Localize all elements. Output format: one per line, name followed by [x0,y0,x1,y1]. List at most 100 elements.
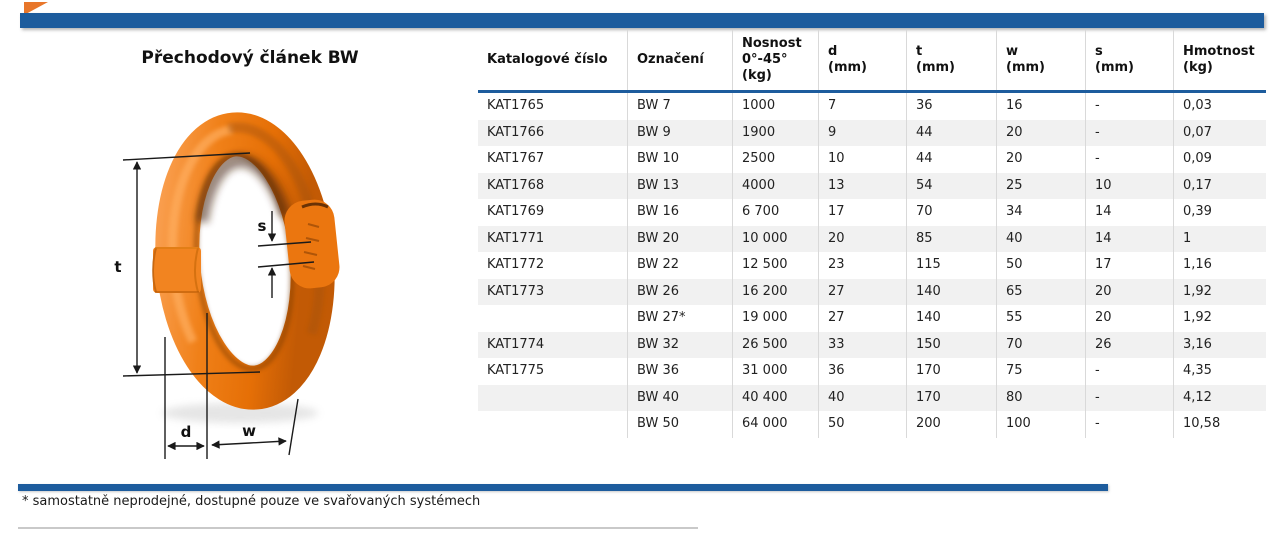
table-cell: 1900 [732,119,818,146]
table-cell: BW 22 [627,252,732,279]
table-cell: 50 [818,411,906,438]
table-cell: 10 [818,146,906,173]
table-cell: 34 [996,199,1085,226]
table-cell: BW 13 [627,172,732,199]
table-cell: BW 20 [627,225,732,252]
col-header-nosnost: Nosnost 0°-45° (kg) [732,30,818,90]
col-header-oznaceni: Označení [627,30,732,90]
table-cell: 20 [1085,278,1173,305]
table-cell: - [1085,119,1173,146]
col-header-d: d (mm) [818,30,906,90]
table-cell: 44 [906,119,996,146]
table-cell: 1000 [732,93,818,120]
inner-shadow [195,154,293,223]
table-cell: 70 [906,199,996,226]
table-cell: 16 [996,93,1085,120]
table-cell: 0,09 [1173,146,1266,173]
table-cell: 1,92 [1173,278,1266,305]
table-cell: KAT1774 [487,336,545,352]
table-cell: 44 [906,146,996,173]
table-cell: 20 [996,119,1085,146]
table-row: KAT1774 BW 32 26 500 33 150 70 26 3,16 [478,331,1266,358]
table-cell: KAT1772 [487,257,545,272]
table-cell: 4,35 [1173,358,1266,385]
table-cell: 7 [818,93,906,120]
table-cell: 26 500 [732,331,818,358]
dim-label-t: t [114,258,121,276]
table-cell: 0,07 [1173,119,1266,146]
col-header-s: s (mm) [1085,30,1173,90]
table-cell: BW 27* [627,305,732,332]
table-cell [478,411,627,438]
table-cell: 40 [818,384,906,411]
table-cell: 1,16 [1173,252,1266,279]
col-header-katalog: Katalogové číslo [487,51,608,67]
col-header-t: t (mm) [906,30,996,90]
table-cell: 17 [818,199,906,226]
table-cell: 20 [996,146,1085,173]
table-cell: 27 [818,278,906,305]
table-cell: 4000 [732,172,818,199]
table-cell: 20 [818,225,906,252]
table-cell: - [1085,411,1173,438]
table-cell: 50 [996,252,1085,279]
table-cell: 10 [1085,172,1173,199]
table-cell: 36 [818,358,906,385]
table-cell: 3,16 [1173,331,1266,358]
dim-label-w: w [242,422,256,440]
table-cell: KAT1769 [487,204,545,219]
table-cell: 4,12 [1173,384,1266,411]
marking-boss [284,199,340,289]
table-cell: 12 500 [732,252,818,279]
table-cell: 14 [1085,199,1173,226]
table-cell: 17 [1085,252,1173,279]
table-cell: 150 [906,331,996,358]
table-row: BW 40 40 400 40 170 80 - 4,12 [478,384,1266,411]
table-cell: 26 [1085,331,1173,358]
table-cell: 6 700 [732,199,818,226]
table-cell: KAT1775 [487,363,545,378]
table-row: KAT1767 BW 10 2500 10 44 20 - 0,09 [478,146,1266,173]
table-cell: 23 [818,252,906,279]
table-cell: 2500 [732,146,818,173]
table-cell: 27 [818,305,906,332]
table-cell: 70 [996,331,1085,358]
table-cell: - [1085,358,1173,385]
table-cell: 100 [996,411,1085,438]
table-cell: 13 [818,172,906,199]
table-cell: KAT1767 [487,151,545,166]
table-cell: 115 [906,252,996,279]
table-cell: KAT1771 [487,230,545,246]
header-rule [478,90,1266,93]
table-cell: 20 [1085,305,1173,332]
table-cell [478,305,627,332]
table-cell: BW 32 [627,331,732,358]
table-cell: BW 36 [627,358,732,385]
product-drawing: t s d w [90,110,430,470]
table-cell: - [1085,146,1173,173]
table-cell: 40 400 [732,384,818,411]
table-cell: 75 [996,358,1085,385]
dim-label-s: s [258,217,267,235]
table-cell: 55 [996,305,1085,332]
table-cell: 10 000 [732,225,818,252]
table-cell: 0,03 [1173,93,1266,120]
table-cell: 33 [818,331,906,358]
corner-accent-triangle [24,2,48,15]
table-cell: 170 [906,384,996,411]
table-cell: 65 [996,278,1085,305]
table-cell: 14 [1085,225,1173,252]
table-cell: KAT1768 [487,177,545,193]
spec-table: Katalogové číslo Označení Nosnost 0°-45°… [478,30,1266,438]
table-cell: KAT1766 [487,124,545,140]
table-row: KAT1765 BW 7 1000 7 36 16 - 0,03 [478,93,1266,120]
table-row: KAT1768 BW 13 4000 13 54 25 10 0,17 [478,172,1266,199]
table-cell: BW 50 [627,411,732,438]
table-body: KAT1765 BW 7 1000 7 36 16 - 0,03 KAT1766… [478,93,1266,438]
table-cell: 25 [996,172,1085,199]
master-link-diagram: t s d w [114,112,340,459]
table-row: KAT1772 BW 22 12 500 23 115 50 17 1,16 [478,252,1266,279]
table-row: BW 27* 19 000 27 140 55 20 1,92 [478,305,1266,332]
table-cell: 1,92 [1173,305,1266,332]
